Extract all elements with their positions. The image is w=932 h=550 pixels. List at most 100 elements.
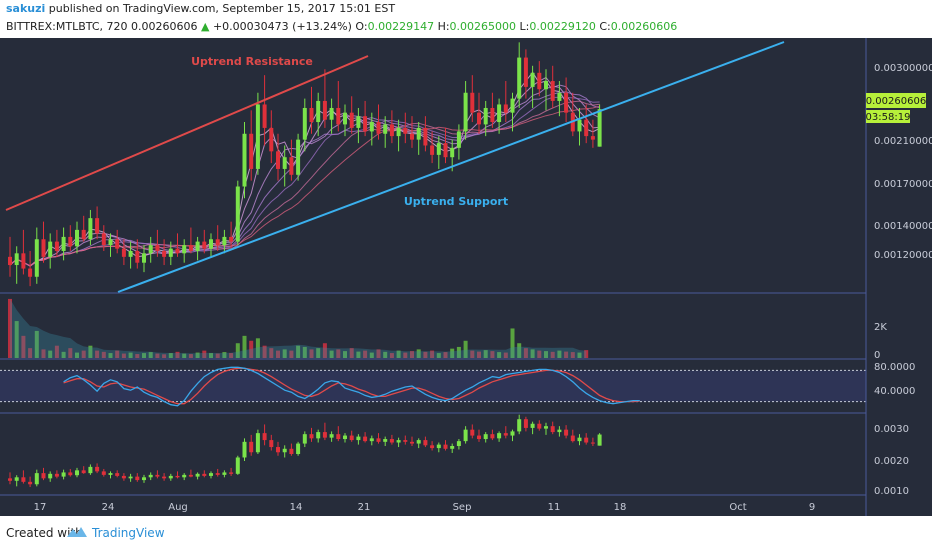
- candle-body: [369, 122, 374, 132]
- lower-candle-body: [302, 434, 307, 444]
- candle-body: [34, 239, 39, 277]
- candle-body: [128, 250, 133, 257]
- lower-candle-body: [142, 477, 146, 481]
- volume-bar: [108, 353, 113, 358]
- volume-bar: [262, 345, 267, 358]
- support-annotation: Uptrend Support: [404, 195, 508, 208]
- candle-body: [456, 131, 461, 148]
- candle-body: [523, 57, 528, 87]
- lower-candle-body: [101, 471, 106, 475]
- lower-candle-body: [61, 472, 66, 477]
- lower-candle-body: [296, 443, 301, 454]
- candle-body: [68, 236, 73, 247]
- axes: 0.00300000 0.00210000 0.00170000 0.00140000…: [0, 38, 932, 516]
- candle-body: [336, 107, 341, 125]
- candle-body: [416, 127, 421, 140]
- lower-candle-body: [490, 434, 495, 439]
- lower-candle-body: [530, 423, 535, 428]
- chart-canvas[interactable]: Uptrend Resistance Uptrend Support 0.0030…: [0, 38, 932, 516]
- lower-candle-body: [202, 473, 207, 476]
- candle-body: [544, 81, 548, 90]
- candle-body: [376, 122, 381, 134]
- volume-bar: [423, 351, 428, 358]
- volume-bar: [276, 350, 280, 358]
- candle-body: [343, 112, 347, 125]
- price-axis-label: 0.00120000: [874, 250, 932, 261]
- lower-candle-body: [215, 473, 220, 475]
- tradingview-brand-label[interactable]: TradingView: [92, 526, 165, 540]
- ohlc-line: BITTREX:MTLBTC, 720 0.00260606 ▲ +0.0003…: [6, 20, 677, 34]
- price-axis-label: 0.00170000: [874, 179, 932, 190]
- lower-candle-body: [81, 470, 86, 474]
- volume-bar: [436, 353, 441, 358]
- volume-bar: [477, 351, 481, 358]
- candle-body: [101, 233, 106, 246]
- volume-bar: [188, 354, 193, 358]
- publish-info: published on TradingView.com, September …: [48, 2, 396, 15]
- volume-bar: [383, 351, 388, 358]
- candle-body: [175, 248, 180, 254]
- candle-body: [262, 104, 267, 128]
- volume-bar: [322, 343, 327, 358]
- lower-candle-body: [28, 481, 33, 485]
- volume-bar: [523, 348, 528, 358]
- volume-bar: [195, 352, 200, 358]
- candle-body: [430, 145, 435, 155]
- volume-bar: [456, 346, 461, 358]
- candle-body: [584, 119, 589, 137]
- lower-candle-body: [403, 440, 408, 442]
- volume-bar: [54, 345, 59, 358]
- volume-bar: [269, 348, 274, 358]
- candle-body: [8, 256, 12, 266]
- lower-candle-body: [550, 426, 555, 433]
- uptrend-support-line: [117, 41, 785, 293]
- volume-bar: [162, 354, 167, 358]
- volume-bar: [41, 349, 46, 358]
- lower-candle-body: [242, 441, 247, 458]
- lower-candle-body: [162, 476, 167, 479]
- resistance-annotation: Uptrend Resistance: [191, 55, 313, 68]
- candle-body: [557, 92, 562, 101]
- tradingview-logo-icon[interactable]: [66, 524, 88, 540]
- volume-bar: [88, 345, 93, 358]
- lower-candle-body: [577, 437, 582, 442]
- lower-candle-body: [389, 439, 394, 443]
- lower-candle-body: [8, 478, 12, 481]
- lower-candle-body: [423, 440, 428, 446]
- lower-candle-body: [523, 419, 528, 428]
- lower-candle-body: [269, 440, 274, 448]
- stoch-band: [0, 370, 866, 402]
- candle-body: [490, 107, 495, 123]
- lower-candle-body: [363, 436, 368, 442]
- candle-body: [302, 107, 307, 140]
- candle-body: [75, 229, 79, 247]
- candle-body: [410, 133, 414, 140]
- footer: Created with TradingView: [0, 516, 932, 550]
- lower-candle-body: [396, 440, 401, 443]
- volume-bar: [550, 351, 555, 358]
- x-axis-tick-label: 11: [548, 502, 561, 513]
- open-value: 0.00229147: [367, 20, 435, 33]
- volume-bar: [296, 345, 301, 358]
- candle-body: [28, 268, 33, 277]
- lower-candle-body: [135, 476, 140, 481]
- volume-bar: [209, 353, 213, 358]
- created-with-label: Created with: [6, 526, 83, 540]
- volume-bar: [115, 350, 120, 358]
- lower-candle-body: [497, 433, 502, 439]
- lower-candle-body: [369, 438, 374, 442]
- candle-body: [396, 127, 401, 137]
- lower-candle-body: [356, 436, 361, 441]
- candle-body: [188, 245, 193, 251]
- x-axis-tick-label: 24: [102, 502, 115, 513]
- candle-body: [54, 241, 59, 251]
- candle-body: [41, 239, 46, 257]
- up-arrow-icon: ▲: [200, 20, 210, 33]
- lower-candle-body: [182, 474, 187, 478]
- lower-candle-body: [41, 473, 46, 479]
- author-name[interactable]: sakuzi: [6, 2, 46, 15]
- lower-candle-body: [195, 473, 200, 477]
- volume-bar: [202, 350, 207, 358]
- lower-candle-body: [456, 441, 461, 446]
